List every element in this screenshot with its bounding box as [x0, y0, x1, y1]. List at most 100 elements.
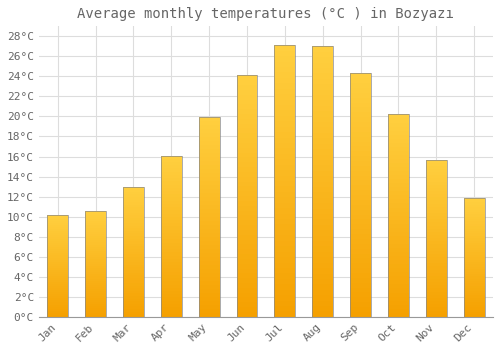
Bar [388, 276, 409, 280]
Bar [85, 217, 106, 219]
Bar [236, 187, 258, 191]
Bar [85, 274, 106, 277]
Bar [426, 175, 446, 178]
Bar [388, 296, 409, 301]
Bar [198, 213, 220, 217]
Bar [274, 62, 295, 67]
Bar [161, 184, 182, 188]
Bar [464, 229, 484, 231]
Bar [350, 117, 371, 122]
Bar [464, 262, 484, 264]
Bar [236, 225, 258, 230]
Bar [464, 264, 484, 267]
Bar [48, 299, 68, 300]
Bar [312, 117, 333, 122]
Bar [236, 85, 258, 90]
Bar [388, 139, 409, 143]
Bar [85, 240, 106, 243]
Bar [274, 100, 295, 105]
Bar [123, 220, 144, 223]
Bar [236, 133, 258, 138]
Bar [274, 176, 295, 181]
Bar [48, 304, 68, 307]
Bar [274, 111, 295, 116]
Bar [350, 263, 371, 268]
Bar [236, 211, 258, 215]
Bar [236, 278, 258, 283]
Bar [388, 143, 409, 147]
Bar [198, 181, 220, 185]
Bar [350, 88, 371, 93]
Bar [426, 197, 446, 201]
Bar [312, 219, 333, 225]
Bar [274, 208, 295, 214]
Bar [236, 268, 258, 273]
Bar [85, 295, 106, 298]
Bar [274, 165, 295, 170]
Bar [464, 279, 484, 281]
Bar [274, 94, 295, 100]
Bar [161, 275, 182, 278]
Bar [198, 153, 220, 157]
Bar [123, 267, 144, 270]
Bar [350, 132, 371, 136]
Bar [312, 252, 333, 257]
Bar [85, 234, 106, 236]
Bar [312, 290, 333, 295]
Bar [312, 68, 333, 74]
Bar [198, 225, 220, 229]
Bar [388, 256, 409, 260]
Bar [48, 292, 68, 294]
Bar [161, 252, 182, 256]
Bar [350, 224, 371, 229]
Bar [312, 106, 333, 111]
Bar [123, 293, 144, 296]
Bar [274, 279, 295, 284]
Bar [464, 245, 484, 248]
Bar [198, 241, 220, 245]
Bar [274, 116, 295, 121]
Bar [464, 312, 484, 314]
Bar [388, 203, 409, 208]
Bar [85, 230, 106, 232]
Bar [426, 229, 446, 232]
Bar [464, 293, 484, 295]
Bar [426, 288, 446, 292]
Bar [274, 192, 295, 197]
Bar [48, 282, 68, 284]
Bar [161, 191, 182, 194]
Bar [464, 200, 484, 202]
Bar [350, 219, 371, 224]
Bar [312, 268, 333, 274]
Bar [388, 167, 409, 171]
Bar [198, 261, 220, 265]
Bar [426, 210, 446, 213]
Bar [85, 245, 106, 247]
Bar [48, 302, 68, 304]
Bar [274, 301, 295, 306]
Bar [274, 252, 295, 257]
Bar [388, 280, 409, 285]
Bar [350, 268, 371, 273]
Bar [198, 121, 220, 125]
Bar [123, 286, 144, 288]
Bar [426, 216, 446, 219]
Bar [48, 229, 68, 231]
Bar [236, 114, 258, 119]
Bar [161, 239, 182, 243]
Bar [464, 274, 484, 276]
Bar [312, 90, 333, 95]
Bar [464, 202, 484, 205]
Bar [236, 109, 258, 114]
Bar [426, 207, 446, 210]
Bar [48, 235, 68, 237]
Bar [48, 313, 68, 315]
Bar [312, 295, 333, 301]
Bar [426, 160, 446, 163]
Bar [236, 288, 258, 293]
Bar [274, 306, 295, 312]
Bar [123, 215, 144, 218]
Bar [123, 208, 144, 210]
Bar [85, 315, 106, 317]
Bar [123, 231, 144, 233]
